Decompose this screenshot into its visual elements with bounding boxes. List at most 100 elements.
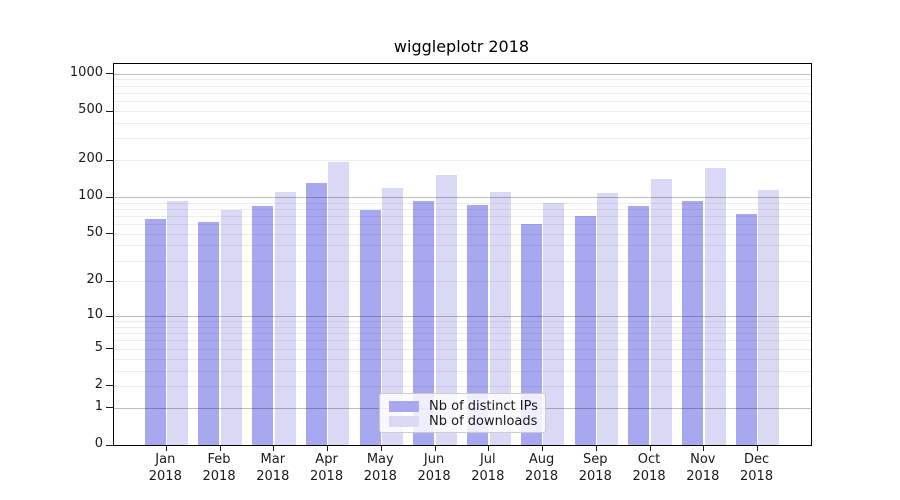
x-tick-year: 2018 — [310, 469, 344, 484]
bar-downloads-feb — [220, 209, 242, 445]
x-tick-month: Mar — [260, 452, 286, 467]
x-tick-label: Oct 2018 — [604, 451, 694, 485]
x-tick-year: 2018 — [471, 469, 505, 484]
bar-distinct-ips-oct — [628, 206, 650, 445]
x-tick-year: 2018 — [256, 469, 290, 484]
bar-distinct-ips-feb — [198, 221, 220, 445]
legend-label: Nb of distinct IPs — [429, 399, 538, 414]
gridline-minor — [114, 138, 811, 140]
y-tick-mark — [106, 196, 113, 198]
y-tick-label: 1000 — [69, 64, 103, 80]
y-tick-mark — [106, 110, 113, 112]
gridline-major — [114, 197, 811, 199]
gridline-minor — [114, 111, 811, 113]
gridline-minor — [114, 79, 811, 81]
bar-downloads-may — [382, 187, 403, 445]
legend-item: Nb of distinct IPs — [389, 399, 538, 414]
x-tick-label: Jul 2018 — [443, 451, 533, 485]
x-tick-label: Apr 2018 — [282, 451, 372, 485]
y-tick-label: 10 — [86, 307, 103, 323]
bar-distinct-ips-jun — [413, 200, 435, 445]
y-tick-mark — [106, 315, 113, 317]
x-tick-year: 2018 — [632, 469, 666, 484]
gridline-minor — [114, 321, 811, 323]
legend-swatch-icon — [389, 416, 419, 427]
gridline-minor — [114, 370, 811, 372]
gridline-minor — [114, 233, 811, 235]
bar-downloads-dec — [758, 189, 780, 445]
x-tick-label: Mar 2018 — [228, 451, 318, 485]
gridline-minor — [114, 281, 811, 283]
x-tick-month: Nov — [690, 452, 716, 467]
x-tick-label: Jun 2018 — [389, 451, 479, 485]
x-tick-label: Sep 2018 — [550, 451, 640, 485]
gridline-minor — [114, 85, 811, 87]
x-tick-month: Sep — [583, 452, 608, 467]
x-tick-label: Dec 2018 — [712, 451, 802, 485]
gridline-minor — [114, 260, 811, 262]
bar-downloads-jan — [167, 201, 188, 445]
chart-title: wiggleplotr 2018 — [393, 37, 530, 56]
x-tick-mark — [649, 445, 651, 451]
y-tick-mark — [106, 159, 113, 161]
x-tick-mark — [380, 445, 382, 451]
y-tick-label: 200 — [78, 151, 103, 167]
gridline-minor — [114, 92, 811, 94]
gridline-minor — [114, 326, 811, 328]
y-tick-mark — [106, 280, 113, 282]
x-tick-month: Aug — [528, 452, 555, 467]
x-tick-month: Jun — [423, 452, 445, 467]
x-tick-label: Jan 2018 — [120, 451, 210, 485]
legend: Nb of distinct IPs Nb of downloads — [379, 393, 546, 433]
y-tick-label: 20 — [86, 272, 103, 288]
bar-downloads-mar — [274, 191, 296, 445]
x-tick-label: Feb 2018 — [174, 451, 264, 485]
gridline-minor — [114, 385, 811, 387]
bar-distinct-ips-jul — [467, 205, 489, 445]
bar-downloads-jul — [489, 192, 511, 445]
y-tick-label: 5 — [94, 339, 103, 355]
x-tick-mark — [542, 445, 544, 451]
y-tick-mark — [106, 407, 113, 409]
bar-distinct-ips-apr — [305, 183, 327, 445]
gridline-minor — [114, 348, 811, 350]
bar-distinct-ips-dec — [735, 214, 757, 445]
y-tick-label: 100 — [78, 188, 103, 204]
gridline-minor — [114, 340, 811, 342]
x-tick-year: 2018 — [202, 469, 236, 484]
x-tick-mark — [165, 445, 167, 451]
gridline-minor — [114, 202, 811, 204]
bar-distinct-ips-jan — [144, 219, 166, 445]
x-tick-month: Jan — [155, 452, 176, 467]
bar-downloads-sep — [597, 192, 618, 445]
plot-area: Nb of distinct IPs Nb of downloads — [106, 63, 812, 451]
x-tick-year: 2018 — [686, 469, 720, 484]
x-tick-mark — [434, 445, 436, 451]
gridline-major — [114, 316, 811, 318]
y-tick-mark — [106, 444, 113, 446]
x-tick-month: Oct — [637, 452, 661, 467]
bar-distinct-ips-may — [359, 209, 381, 445]
bar-downloads-oct — [650, 179, 672, 445]
x-tick-year: 2018 — [740, 469, 774, 484]
legend-label: Nb of downloads — [429, 414, 538, 429]
gridline-minor — [114, 215, 811, 217]
y-tick-mark — [106, 73, 113, 75]
bar-downloads-jun — [435, 175, 457, 445]
x-tick-year: 2018 — [363, 469, 397, 484]
y-tick-mark — [106, 233, 113, 235]
x-tick-month: May — [366, 452, 394, 467]
x-tick-month: Jul — [479, 452, 496, 467]
gridline-minor — [114, 358, 811, 360]
x-tick-mark — [327, 445, 329, 451]
bar-distinct-ips-mar — [252, 206, 274, 445]
gridline-minor — [114, 208, 811, 210]
gridline-minor — [114, 122, 811, 124]
x-tick-year: 2018 — [525, 469, 559, 484]
x-tick-month: Apr — [315, 452, 338, 467]
legend-swatch-icon — [389, 401, 419, 412]
bar-downloads-aug — [543, 202, 565, 445]
legend-item: Nb of downloads — [389, 414, 538, 429]
bar-distinct-ips-nov — [682, 200, 704, 445]
gridline-minor — [114, 333, 811, 335]
